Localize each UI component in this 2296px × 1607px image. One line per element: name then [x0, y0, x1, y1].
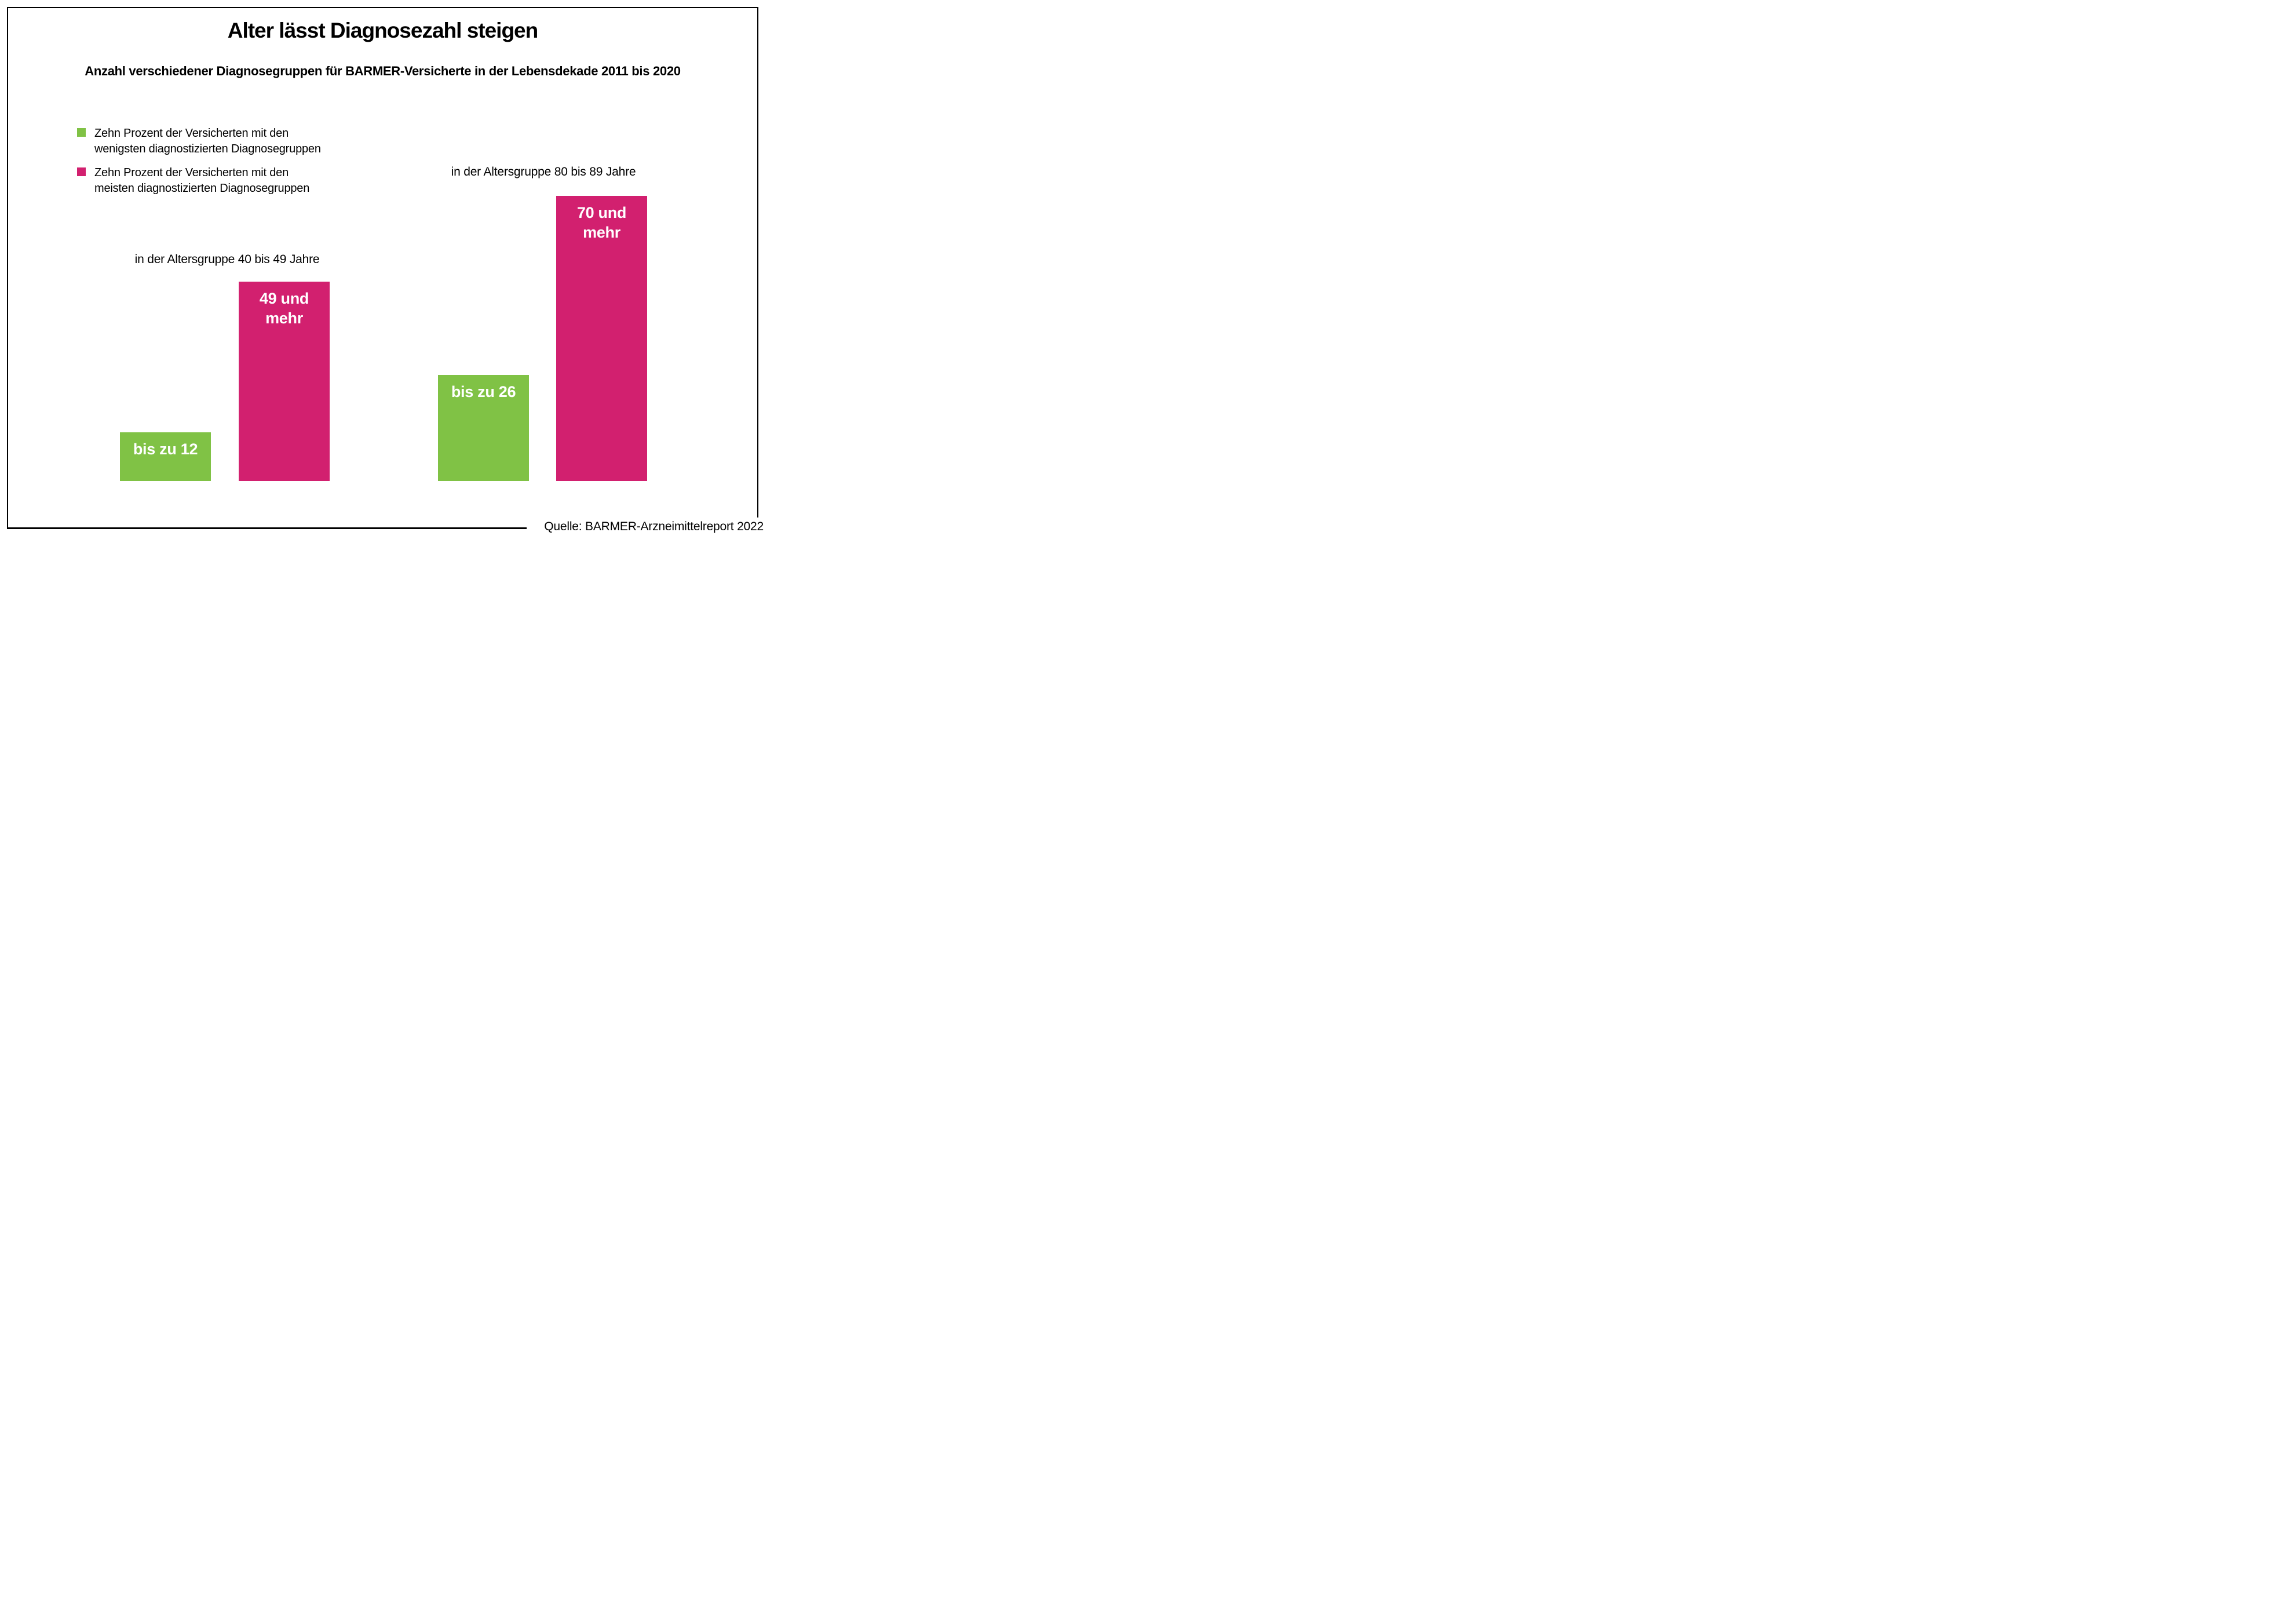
legend: Zehn Prozent der Versicherten mit den we… [77, 126, 321, 196]
legend-item-label: Zehn Prozent der Versicherten mit den we… [94, 127, 321, 155]
bar-value-label: bis zu 26 [451, 383, 516, 400]
legend-item-most-diagnoses: Zehn Prozent der Versicherten mit den me… [77, 165, 321, 196]
legend-item-least-diagnoses: Zehn Prozent der Versicherten mit den we… [77, 126, 321, 157]
group-label-80-89: in der Altersgruppe 80 bis 89 Jahre [451, 165, 636, 178]
bar-80-89-most: 70 und mehr [556, 196, 647, 481]
infographic-canvas: Alter lässt Diagnosezahl steigen Anzahl … [0, 0, 765, 535]
chart-subtitle: Anzahl verschiedener Diagnosegruppen für… [85, 64, 681, 78]
legend-item-label: Zehn Prozent der Versicherten mit den me… [94, 166, 310, 195]
bar-value-label: 49 und mehr [259, 290, 309, 327]
source-note: Quelle: BARMER-Arzneimittelreport 2022 [527, 518, 765, 535]
bar-40-49-most: 49 und mehr [239, 282, 330, 481]
bar-80-89-least: bis zu 26 [438, 375, 529, 481]
legend-swatch-pink [77, 167, 86, 176]
chart-frame [7, 7, 758, 529]
chart-title: Alter lässt Diagnosezahl steigen [227, 19, 539, 42]
group-label-40-49: in der Altersgruppe 40 bis 49 Jahre [134, 253, 320, 266]
bar-40-49-least: bis zu 12 [120, 432, 211, 481]
legend-swatch-green [77, 128, 86, 137]
bar-value-label: bis zu 12 [133, 440, 198, 458]
bar-value-label: 70 und mehr [576, 204, 627, 241]
